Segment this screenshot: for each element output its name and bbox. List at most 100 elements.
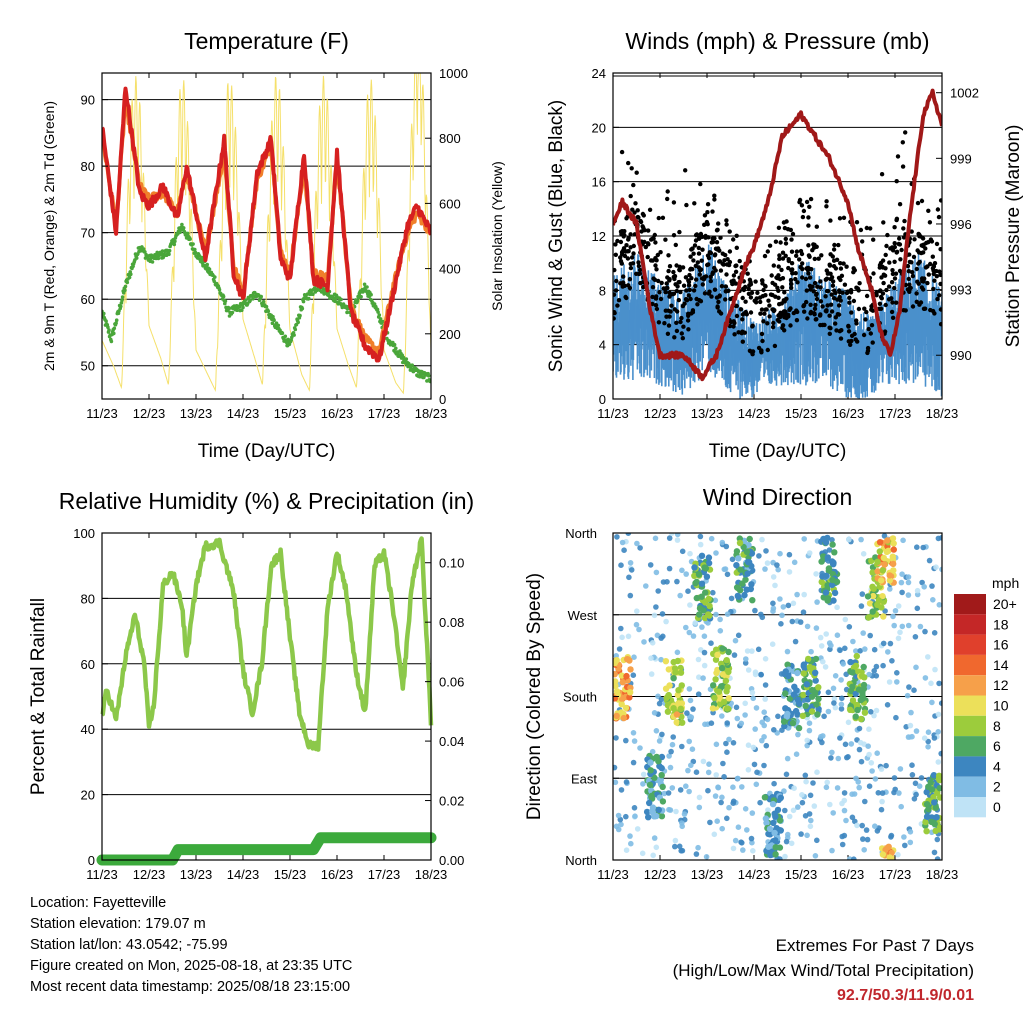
direction-cluster-point [733,562,740,569]
direction-cluster-point [815,684,822,691]
gust-point [847,300,852,305]
direction-cluster-point [734,592,741,600]
gust-point [789,237,794,242]
direction-point [749,810,756,816]
gust-point [758,311,763,316]
direction-cluster-point [850,664,858,671]
direction-cluster-point [890,540,897,547]
gust-point [870,340,875,345]
gust-point [736,330,741,335]
gust-point [889,280,895,285]
gust-point [705,262,710,268]
gust-point [837,294,842,300]
direction-point [871,668,877,674]
gust-point [659,280,664,286]
y-tick-label: North [565,853,597,868]
direction-point [807,823,814,830]
direction-point [817,634,824,641]
gust-point [693,233,699,238]
gust-point [705,210,710,215]
gust-point [665,189,670,194]
gust-point [772,282,778,287]
gust-point [918,300,924,305]
gust-point [650,258,655,263]
dewpoint-point [167,248,172,253]
gust-point [628,193,633,199]
gust-point [887,260,892,265]
x-tick-label: 11/23 [86,406,118,421]
gust-point [768,292,774,297]
gust-point [666,323,672,328]
gust-point [635,208,640,213]
gust-point [759,331,765,337]
direction-point [665,790,672,796]
gust-point [662,321,667,326]
gust-point [938,281,942,287]
gust-point [884,243,889,249]
dewpoint-point [178,230,182,235]
direction-point [832,704,839,711]
direction-point [726,736,732,743]
gust-point [818,285,823,290]
direction-cluster-point [626,694,633,701]
direction-point [913,664,919,671]
direction-point [653,844,660,851]
gust-point [726,262,732,268]
direction-cluster-point [733,584,741,591]
direction-point [922,675,929,681]
direction-point [756,553,762,559]
dewpoint-point [193,250,198,255]
gust-point [897,268,903,274]
direction-point [786,551,793,558]
gust-point [864,309,869,315]
gust-point [613,267,617,273]
gust-point [667,294,672,299]
direction-point [640,771,647,778]
direction-point [653,728,660,734]
direction-point [820,658,826,665]
direction-point [724,720,730,726]
gust-point [917,259,922,265]
extremes-values: 92.7/50.3/11.9/0.01 [836,987,974,1004]
direction-point [881,533,888,539]
x-tick-label: 15/23 [274,867,307,882]
gust-point [868,331,873,336]
y-tick-label: 80 [81,159,95,174]
direction-point [909,772,916,778]
dewpoint-point [311,292,315,297]
direction-cluster-point [627,689,634,696]
gust-point [820,304,825,309]
direction-cluster-point [870,585,877,592]
gust-point [838,298,843,303]
plot-border [101,532,432,861]
dewpoint-point [248,298,252,303]
direction-point [795,731,801,738]
direction-point [658,696,665,703]
direction-point [770,608,776,614]
dewpoint-point [127,275,132,280]
direction-point [846,536,852,543]
direction-cluster-point [724,705,731,712]
gust-point [707,289,712,294]
legend-label: 6 [993,738,1001,754]
x-tick-label: 12/23 [644,406,677,421]
direction-point [822,664,829,670]
gust-point [636,263,642,269]
direction-point [839,833,845,840]
gust-point [809,267,814,272]
direction-cluster-point [620,714,627,722]
direction-cluster-point [812,669,819,676]
gust-point [892,241,897,246]
direction-point [750,744,757,751]
gust-point [806,223,811,228]
direction-cluster-point [714,651,721,658]
direction-cluster-point [874,601,881,608]
recent-data-timestamp: Most recent data timestamp: 2025/08/18 2… [30,979,351,995]
gust-point [707,250,712,255]
gust-point [903,130,908,135]
direction-point [730,845,737,852]
direction-cluster-point [772,837,779,844]
direction-cluster-point [890,546,897,553]
dewpoint-point [173,239,177,244]
gust-point [642,239,647,245]
